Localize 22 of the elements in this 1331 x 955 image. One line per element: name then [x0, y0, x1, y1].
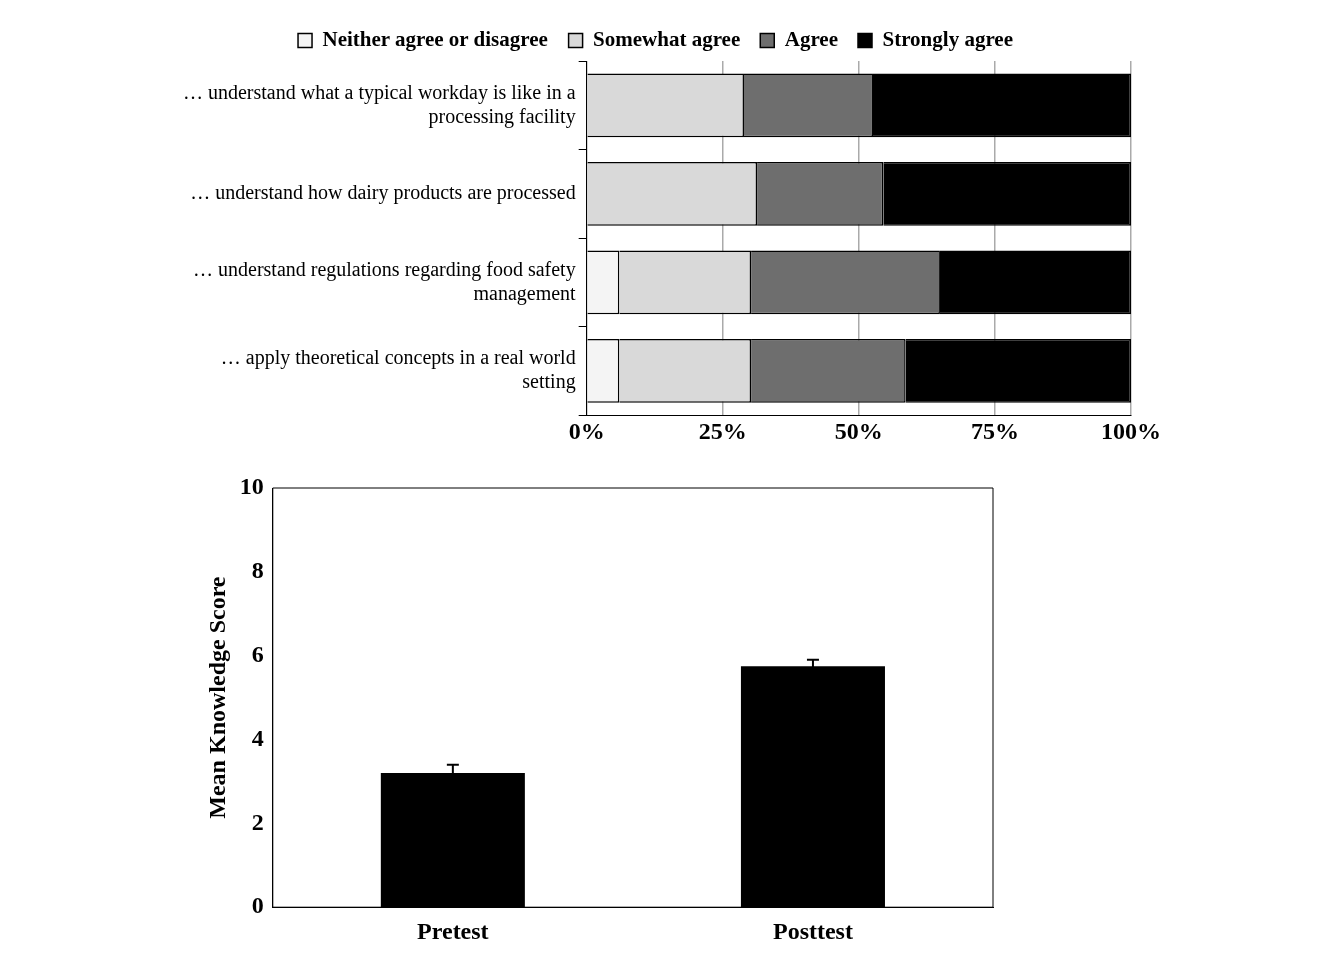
legend-label: Somewhat agree	[593, 26, 741, 51]
x-tick-label: Pretest	[417, 917, 489, 944]
legend-label: Agree	[784, 26, 839, 51]
x-tick-label: 100%	[1101, 417, 1161, 444]
x-tick-label: 75%	[970, 417, 1019, 444]
legend-label: Neither agree or disagree	[322, 26, 548, 51]
y-tick-label: 6	[251, 640, 264, 667]
x-tick-label: Posttest	[772, 917, 853, 944]
y-tick-label: … understand what a typical workday is like in a processing facility	[182, 80, 576, 128]
y-axis-title: Mean Knowledge Score	[203, 576, 230, 819]
y-tick-label: 8	[251, 557, 264, 584]
legend-label: Strongly agree	[882, 26, 1013, 51]
y-tick-label: … apply theoretical concepts in a real world setting	[220, 346, 576, 394]
x-tick-label: 50%	[834, 417, 883, 444]
x-tick-label: 25%	[698, 417, 747, 444]
y-tick-label: 10	[239, 473, 264, 500]
y-tick-label: … understand regulations regarding food safety management	[193, 257, 577, 305]
y-tick-label: … understand how dairy products are processed	[190, 181, 576, 205]
y-tick-label: 2	[251, 808, 264, 835]
x-tick-label: 0%	[568, 417, 605, 444]
y-tick-label: 0	[251, 892, 264, 919]
y-tick-label: 4	[251, 724, 264, 751]
